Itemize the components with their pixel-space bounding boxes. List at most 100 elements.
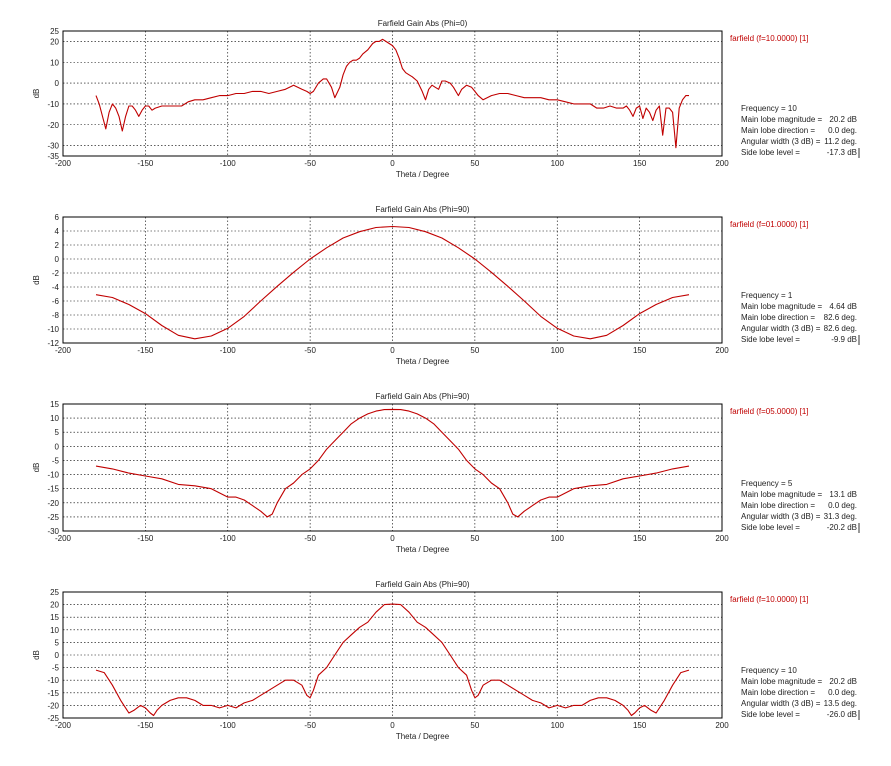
- info-value: -9.9 dB: [831, 335, 857, 344]
- y-tick-label: 25: [50, 27, 59, 36]
- info-label: Main lobe direction =: [741, 501, 815, 510]
- x-tick-label: 50: [470, 346, 479, 355]
- y-tick-label: 10: [50, 414, 59, 423]
- info-label: Side lobe level =: [741, 523, 800, 532]
- info-value: 11.2 deg.: [824, 137, 857, 146]
- x-axis-label: Theta / Degree: [396, 545, 450, 554]
- y-tick-label: -2: [52, 269, 60, 278]
- legend-entry: farfield (f=10.0000) [1]: [730, 34, 809, 43]
- info-label: Main lobe magnitude =: [741, 490, 822, 499]
- info-label: Angular width (3 dB) =: [741, 137, 821, 146]
- info-label: Side lobe level =: [741, 710, 800, 719]
- info-value: 0.0 deg.: [828, 688, 857, 697]
- y-tick-label: -20: [47, 701, 59, 710]
- x-tick-label: -150: [137, 534, 154, 543]
- chart-title: Farfield Gain Abs (Phi=0): [378, 19, 468, 28]
- y-tick-label: 15: [50, 400, 59, 409]
- info-value: 4.64 dB: [829, 302, 857, 311]
- info-value: 13.5 deg.: [824, 699, 857, 708]
- x-tick-label: 200: [715, 159, 729, 168]
- x-tick-label: -200: [55, 721, 72, 730]
- x-tick-label: 100: [551, 721, 565, 730]
- x-tick-label: 0: [390, 534, 395, 543]
- info-label: Main lobe direction =: [741, 688, 815, 697]
- y-axis-label: dB: [32, 463, 41, 473]
- y-tick-label: -4: [52, 283, 60, 292]
- y-tick-label: -12: [47, 339, 59, 348]
- y-tick-label: -5: [52, 664, 60, 673]
- y-tick-label: -5: [52, 456, 60, 465]
- x-tick-label: 50: [470, 159, 479, 168]
- x-tick-label: 150: [633, 346, 647, 355]
- y-tick-label: -10: [47, 325, 59, 334]
- x-axis-label: Theta / Degree: [396, 357, 450, 366]
- chart-title: Farfield Gain Abs (Phi=90): [375, 580, 469, 589]
- chart-title: Farfield Gain Abs (Phi=90): [375, 392, 469, 401]
- info-label: Frequency = 5: [741, 479, 793, 488]
- x-tick-label: -100: [220, 534, 237, 543]
- x-tick-label: 0: [390, 346, 395, 355]
- y-tick-label: 5: [55, 638, 60, 647]
- x-tick-label: 100: [551, 346, 565, 355]
- x-tick-label: 50: [470, 721, 479, 730]
- y-tick-label: -10: [47, 676, 59, 685]
- info-value: -20.2 dB: [827, 523, 857, 532]
- y-tick-label: -35: [47, 152, 59, 161]
- info-value: 82.6 deg.: [824, 313, 857, 322]
- x-tick-label: -50: [304, 346, 316, 355]
- info-label: Frequency = 10: [741, 104, 797, 113]
- info-label: Angular width (3 dB) =: [741, 512, 821, 521]
- y-tick-label: -30: [47, 527, 59, 536]
- x-tick-label: -50: [304, 159, 316, 168]
- info-label: Side lobe level =: [741, 335, 800, 344]
- x-tick-label: 100: [551, 159, 565, 168]
- info-label: Main lobe magnitude =: [741, 302, 822, 311]
- x-axis-label: Theta / Degree: [396, 170, 450, 179]
- legend-entry: farfield (f=05.0000) [1]: [730, 407, 809, 416]
- x-tick-label: 100: [551, 534, 565, 543]
- y-tick-label: -10: [47, 471, 59, 480]
- x-tick-label: -50: [304, 534, 316, 543]
- y-axis-label: dB: [32, 89, 41, 99]
- info-label: Angular width (3 dB) =: [741, 699, 821, 708]
- x-tick-label: -150: [137, 721, 154, 730]
- x-tick-label: 0: [390, 721, 395, 730]
- y-tick-label: 0: [55, 442, 60, 451]
- y-tick-label: -15: [47, 485, 59, 494]
- y-axis-label: dB: [32, 275, 41, 285]
- y-tick-label: 5: [55, 428, 60, 437]
- series-line: [95, 38, 689, 149]
- y-tick-label: -30: [47, 142, 59, 151]
- series-line: [95, 225, 690, 340]
- info-label: Main lobe direction =: [741, 313, 815, 322]
- y-tick-label: -20: [47, 121, 59, 130]
- x-tick-label: -150: [137, 346, 154, 355]
- x-tick-label: -200: [55, 534, 72, 543]
- y-axis-label: dB: [32, 650, 41, 660]
- y-tick-label: 6: [55, 213, 60, 222]
- y-tick-label: 10: [50, 58, 59, 67]
- y-tick-label: -15: [47, 689, 59, 698]
- info-value: 20.2 dB: [829, 677, 857, 686]
- info-label: Main lobe direction =: [741, 126, 815, 135]
- y-tick-label: -6: [52, 297, 60, 306]
- y-tick-label: 0: [55, 79, 60, 88]
- y-tick-label: -25: [47, 714, 59, 723]
- info-label: Side lobe level =: [741, 148, 800, 157]
- y-tick-label: 25: [50, 588, 59, 597]
- chart-title: Farfield Gain Abs (Phi=90): [375, 205, 469, 214]
- legend-entry: farfield (f=01.0000) [1]: [730, 220, 809, 229]
- y-tick-label: 2: [55, 241, 60, 250]
- info-label: Frequency = 10: [741, 666, 797, 675]
- x-tick-label: 150: [633, 159, 647, 168]
- info-label: Main lobe magnitude =: [741, 677, 822, 686]
- info-value: 13.1 dB: [829, 490, 857, 499]
- y-tick-label: -20: [47, 499, 59, 508]
- x-tick-label: -200: [55, 159, 72, 168]
- x-tick-label: -50: [304, 721, 316, 730]
- info-label: Angular width (3 dB) =: [741, 324, 821, 333]
- x-tick-label: 200: [715, 346, 729, 355]
- y-tick-label: 0: [55, 255, 60, 264]
- y-tick-label: 20: [50, 601, 59, 610]
